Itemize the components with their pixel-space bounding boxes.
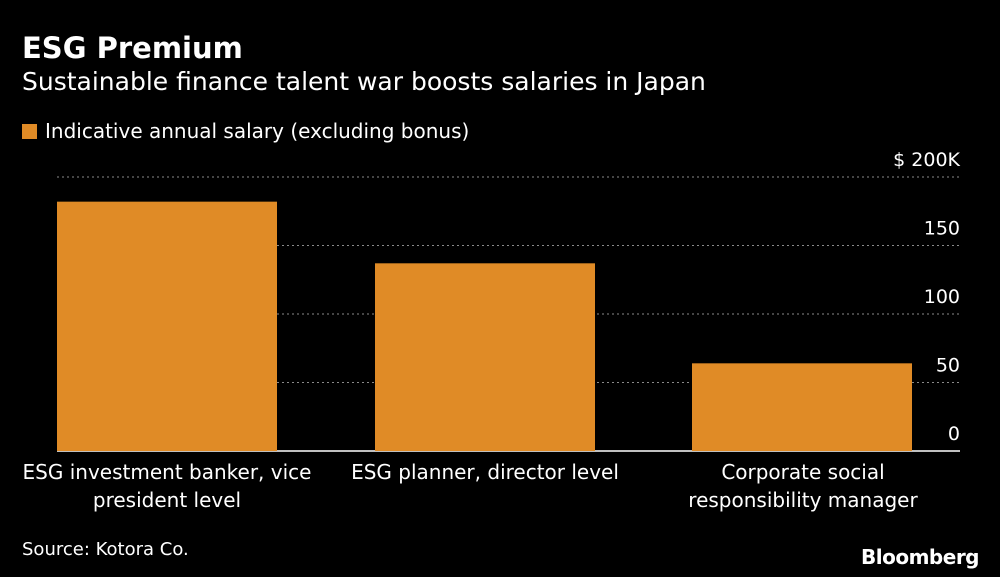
legend-swatch [22, 123, 37, 139]
category-label-2: ESG planner, director level [315, 458, 655, 486]
y-tick-label-50: 50 [936, 355, 960, 377]
category-label-3-line-2: responsibility manager [688, 488, 918, 512]
chart-title: ESG Premium [22, 31, 243, 65]
category-label-3-line-1: Corporate social [721, 460, 885, 484]
legend-label: Indicative annual salary (excluding bonu… [45, 119, 470, 143]
bloomberg-logo: Bloomberg [861, 545, 979, 569]
bars [57, 201, 912, 451]
y-tick-label-0: 0 [948, 423, 960, 445]
chart-subtitle: Sustainable finance talent war boosts sa… [22, 67, 706, 96]
y-tick-label-100: 100 [924, 286, 960, 308]
bar-3 [692, 363, 912, 451]
category-label-2-line-1: ESG planner, director level [351, 460, 619, 484]
category-label-1-line-1: ESG investment banker, vice [22, 460, 312, 484]
y-tick-label-200: $ 200K [893, 149, 960, 171]
y-axis-ticks: 0 50 100 150 $ 200K [893, 149, 960, 445]
category-label-1: ESG investment banker, vice president le… [0, 458, 337, 514]
category-label-1-line-2: president level [92, 488, 242, 512]
y-tick-label-150: 150 [924, 218, 960, 240]
source-note: Source: Kotora Co. [22, 539, 189, 560]
category-label-3: Corporate social responsibility manager [633, 458, 973, 514]
chart-legend: Indicative annual salary (excluding bonu… [22, 118, 469, 144]
bar-2 [375, 263, 595, 451]
bar-1 [57, 201, 277, 451]
